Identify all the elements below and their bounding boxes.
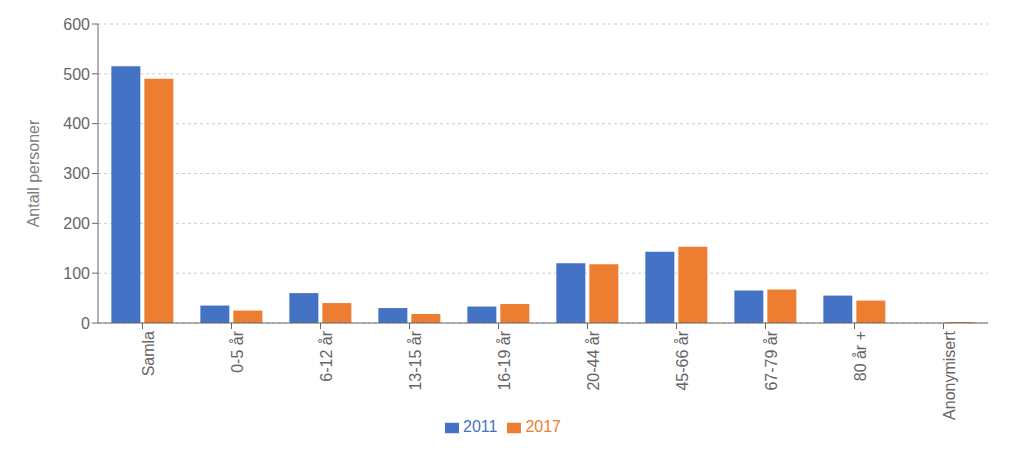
svg-text:45-66 år: 45-66 år: [674, 330, 691, 390]
svg-text:Anonymisert: Anonymisert: [941, 330, 958, 419]
html-text:2011: 2011: [463, 418, 498, 435]
svg-text:Antall personer: Antall personer: [25, 119, 42, 227]
svg-text:0-5 år: 0-5 år: [229, 330, 246, 372]
svg-text:500: 500: [63, 66, 90, 83]
svg-text:300: 300: [63, 165, 90, 182]
svg-text:20-44 år: 20-44 år: [585, 330, 602, 390]
svg-text:Samla: Samla: [140, 331, 157, 376]
svg-text:67-79 år: 67-79 år: [763, 330, 780, 390]
html-text:2017: 2017: [525, 418, 561, 435]
svg-text:0: 0: [81, 315, 90, 332]
svg-text:200: 200: [63, 215, 90, 232]
svg-text:100: 100: [63, 265, 90, 282]
svg-text:13-15 år: 13-15 år: [407, 330, 424, 390]
svg-text:16-19 år: 16-19 år: [496, 330, 513, 390]
svg-text:600: 600: [63, 16, 90, 33]
svg-text:6-12 år: 6-12 år: [318, 330, 335, 381]
svg-text:80 år +: 80 år +: [852, 331, 869, 381]
svg-text:400: 400: [63, 115, 90, 132]
